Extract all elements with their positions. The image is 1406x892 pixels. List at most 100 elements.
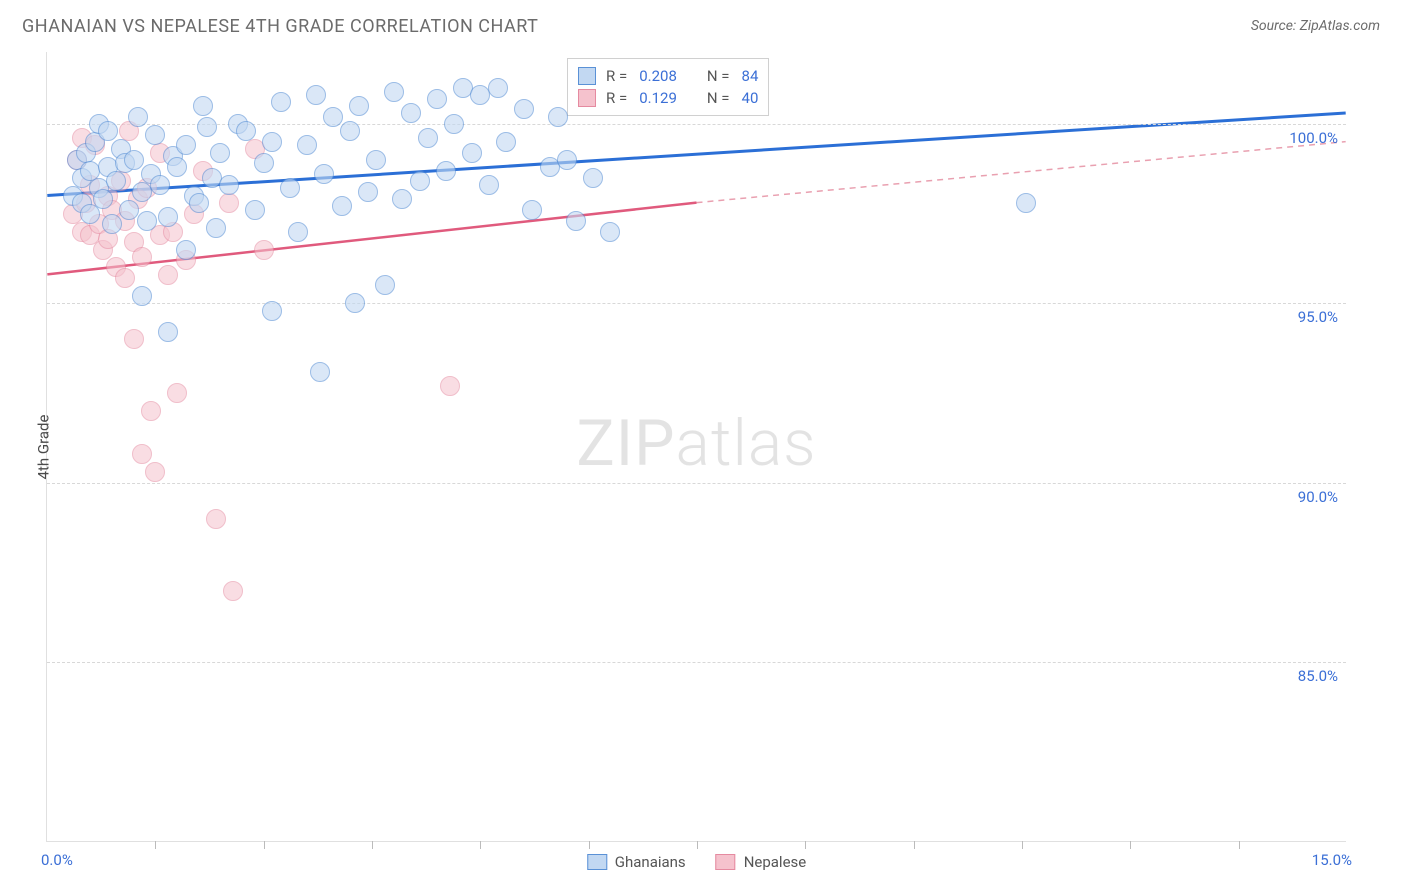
ghanaians-point [514,99,534,119]
ghanaians-point [583,168,603,188]
x-tick [1239,841,1240,849]
nepalese-point [93,240,113,260]
ghanaians-point [262,132,282,152]
ghanaians-point [176,240,196,260]
x-tick [697,841,698,849]
x-tick [1130,841,1131,849]
ghanaians-point [63,186,83,206]
nepalese-point [76,193,96,213]
r-label: R = [606,89,627,107]
nepalese-point [80,175,100,195]
ghanaians-point [67,150,87,170]
ghanaians-point [202,168,222,188]
grid-line [47,303,1346,304]
regression-lines [47,52,1346,841]
ghanaians-point [158,207,178,227]
x-tick [372,841,373,849]
watermark: ZIPatlas [576,405,816,480]
ghanaians-point [98,157,118,177]
source-label: Source: ZipAtlas.com [1251,18,1380,34]
ghanaians-point [106,171,126,191]
nepalese-point [72,128,92,148]
ghanaians-point [111,139,131,159]
ghanaians-point [280,178,300,198]
ghanaians-point [124,150,144,170]
legend-item-nepalese: Nepalese [716,853,807,871]
nepalese-point [102,200,122,220]
legend-label-ghanaians: Ghanaians [615,853,686,871]
chart-container: GHANAIAN VS NEPALESE 4TH GRADE CORRELATI… [0,0,1406,892]
legend-swatch-nepalese [716,854,736,870]
ghanaians-point [193,96,213,116]
nepalese-point [124,232,144,252]
plot-area: 4th Grade ZIPatlas R = 0.208 N = 84 R = … [46,52,1346,842]
x-axis-min-label: 0.0% [41,851,73,869]
chart-title: GHANAIAN VS NEPALESE 4TH GRADE CORRELATI… [22,16,538,37]
ghanaians-point [427,89,447,109]
ghanaians-point [600,222,620,242]
ghanaians-point [288,222,308,242]
y-tick-label: 85.0% [1298,667,1338,685]
ghanaians-point [522,200,542,220]
r-label: R = [606,67,627,85]
nepalese-point [167,383,187,403]
n-value-nepalese: 40 [742,89,759,107]
nepalese-point [219,193,239,213]
nepalese-point [137,178,157,198]
r-value-nepalese: 0.129 [639,89,677,107]
ghanaians-point [1016,193,1036,213]
r-value-ghanaians: 0.208 [639,67,677,85]
ghanaians-point [375,275,395,295]
ghanaians-point [184,186,204,206]
nepalese-point [245,139,265,159]
ghanaians-point [310,362,330,382]
ghanaians-point [132,182,152,202]
ghanaians-point [197,117,217,137]
ghanaians-point [453,78,473,98]
watermark-suffix: atlas [676,405,817,480]
x-tick [480,841,481,849]
nepalese-point [98,186,118,206]
nepalese-point [150,143,170,163]
nepalese-point [176,250,196,270]
ghanaians-point [557,150,577,170]
y-axis-title: 4th Grade [34,414,52,479]
nepalese-point [106,257,126,277]
ghanaians-point [93,189,113,209]
ghanaians-point [80,204,100,224]
nepalese-point [63,204,83,224]
ghanaians-point [496,132,516,152]
ghanaians-point [119,200,139,220]
legend-swatch-ghanaians [587,854,607,870]
ghanaians-point [115,153,135,173]
nepalese-point [150,225,170,245]
nepalese-point [141,401,161,421]
legend-swatch-ghanaians [578,67,596,85]
ghanaians-point [72,168,92,188]
ghanaians-point [145,125,165,145]
ghanaians-point [392,189,412,209]
nepalese-point [440,376,460,396]
nepalese-point [128,189,148,209]
nepalese-point [206,509,226,529]
ghanaians-point [150,175,170,195]
nepalese-point [184,204,204,224]
ghanaians-point [332,196,352,216]
ghanaians-point [245,200,265,220]
y-tick-label: 90.0% [1298,488,1338,506]
ghanaians-point [418,128,438,148]
ghanaians-point [462,143,482,163]
n-label: N = [707,67,730,85]
ghanaians-point [176,135,196,155]
ghanaians-point [80,161,100,181]
ghanaians-point [76,143,96,163]
ghanaians-point [167,157,187,177]
y-tick-label: 95.0% [1298,308,1338,326]
x-tick [805,841,806,849]
nepalese-point [145,462,165,482]
ghanaians-point [85,132,105,152]
legend-row-ghanaians: R = 0.208 N = 84 [578,65,758,87]
nepalese-point [124,329,144,349]
ghanaians-point [436,161,456,181]
x-tick [1022,841,1023,849]
